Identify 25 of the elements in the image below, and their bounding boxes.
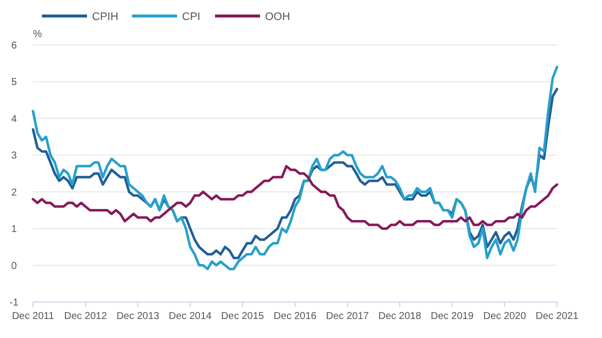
line-series xyxy=(32,164,558,230)
legend-label: CPIH xyxy=(92,10,118,23)
x-tick-label: Dec 2014 xyxy=(168,311,212,322)
y-tick-label: -1 xyxy=(10,298,19,308)
y-tick-label: 2 xyxy=(11,187,18,198)
x-tick-label: Dec 2011 xyxy=(12,311,54,322)
y-axis-title: % xyxy=(33,29,42,40)
y-tick-label: 5 xyxy=(11,77,18,88)
x-tick-label: Dec 2013 xyxy=(116,311,160,322)
legend-label: OOH xyxy=(265,10,290,23)
y-tick-label: 0 xyxy=(11,260,18,272)
x-tick-label: Dec 2012 xyxy=(64,311,108,322)
x-tick-label: Dec 2016 xyxy=(274,311,317,322)
x-tick-label: Dec 2018 xyxy=(378,311,422,322)
x-tick-label: Dec 2019 xyxy=(430,311,474,322)
legend-label: CPI xyxy=(182,10,200,23)
x-tick-label: Dec 2021 xyxy=(536,311,579,322)
y-tick-label: 6 xyxy=(11,40,18,52)
y-tick-label: 4 xyxy=(11,114,18,125)
x-tick-label: Dec 2020 xyxy=(483,311,526,322)
x-tick-label: Dec 2017 xyxy=(326,311,370,322)
x-tick-label: Dec 2015 xyxy=(221,311,264,322)
y-tick-label: 1 xyxy=(11,224,18,236)
y-tick-label: 3 xyxy=(11,150,18,162)
line-series xyxy=(32,66,558,270)
